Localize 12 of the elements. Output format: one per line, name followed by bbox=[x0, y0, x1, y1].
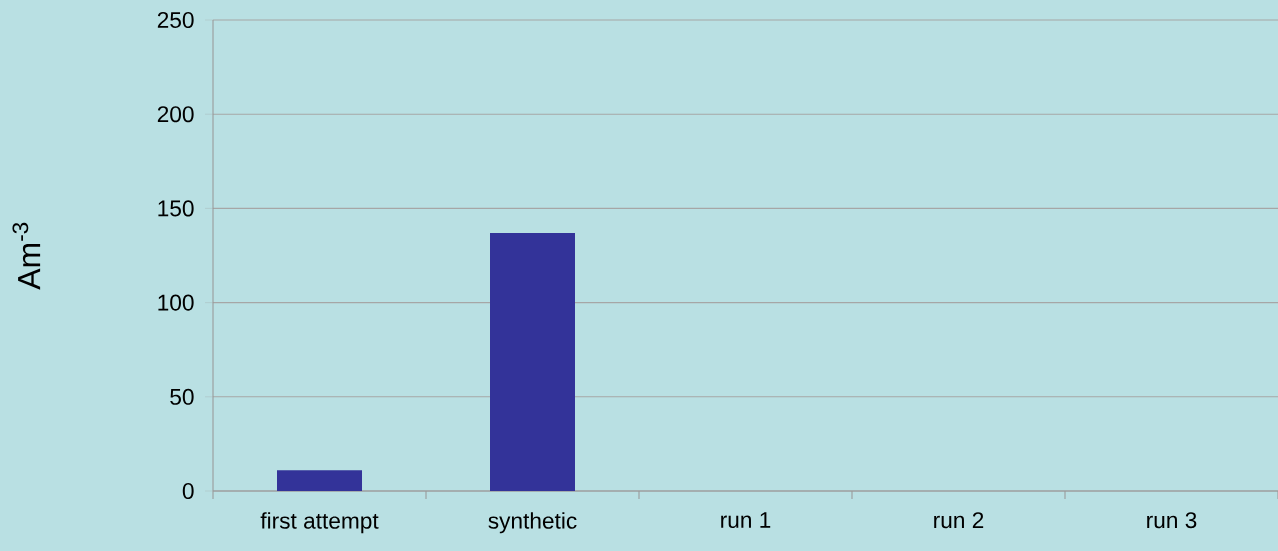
x-tick-label: synthetic bbox=[488, 512, 577, 534]
x-tick-label: first attempt bbox=[260, 512, 379, 534]
y-tick-label: 150 bbox=[158, 200, 194, 217]
y-tick-label: 100 bbox=[158, 294, 194, 311]
y-tick-label: 0 bbox=[182, 482, 194, 500]
y-axis-title: Am$^{-3}$ bbox=[12, 222, 41, 290]
x-tick-label: run 2 bbox=[934, 512, 984, 529]
y-tick-label: 250 bbox=[157, 11, 194, 29]
y-tick-label: 200 bbox=[157, 106, 194, 123]
x-tick-label: run 3 bbox=[1147, 512, 1197, 529]
x-tick-label: run 1 bbox=[721, 512, 771, 528]
y-tick-label: 50 bbox=[170, 388, 194, 405]
